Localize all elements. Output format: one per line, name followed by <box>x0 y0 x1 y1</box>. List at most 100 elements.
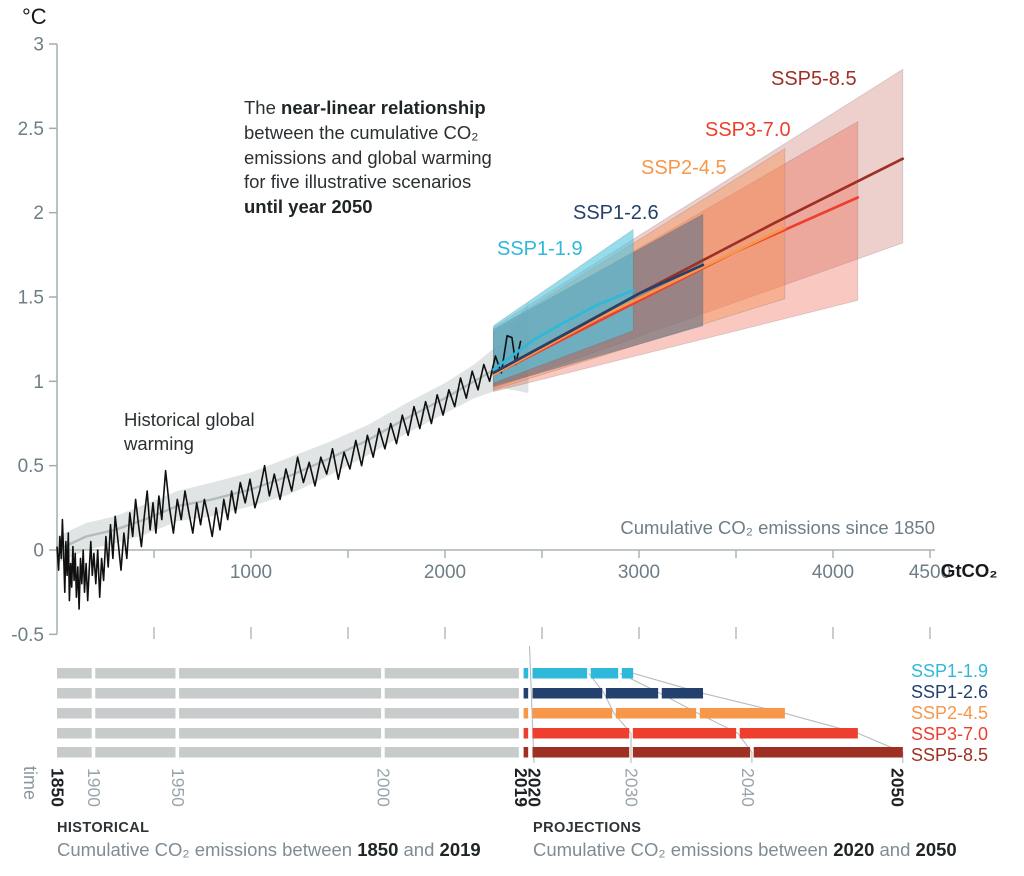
ssp1-1.9-median-line <box>492 288 635 371</box>
timeline-bar-historical <box>384 747 519 758</box>
caption-historical-year-start: 1850 <box>357 839 399 860</box>
timeline-bar-historical <box>95 688 176 699</box>
ssp5-8.5-timeline-bar <box>532 747 630 758</box>
x-axis-tick-label: 1000 <box>230 562 272 583</box>
timeline-bar-historical <box>95 708 176 719</box>
timeline-bar-sliver <box>523 747 529 758</box>
timeline-bar-sliver <box>523 708 529 719</box>
timeline-bar-historical <box>179 668 382 679</box>
historical-trend-line <box>56 346 530 552</box>
ssp2-4.5-median-line <box>492 226 787 376</box>
annotation-text-middle: between the cumulative CO₂ emissions and… <box>244 121 492 193</box>
timeline-year-label: 2000 <box>373 768 393 807</box>
ssp3-7.0-median-line <box>492 196 860 376</box>
x-axis-tick-label: 3000 <box>618 562 660 583</box>
ssp5-8.5-legend-label: SSP5-8.5 <box>911 745 989 765</box>
y-axis-tick-label: 0 <box>33 541 44 562</box>
y-axis-tick-label: 0.5 <box>18 456 44 477</box>
timeline-bar-historical <box>95 728 176 739</box>
x-axis-title: Cumulative CO₂ emissions since 1850 <box>620 517 935 538</box>
y-axis-tick-label: -0.5 <box>11 625 44 646</box>
y-axis-tick-label: 2 <box>33 203 44 224</box>
caption-historical-year-end: 2019 <box>439 839 481 860</box>
y-axis-tick-label: 2.5 <box>18 119 44 140</box>
timeline-year-label: 2050 <box>888 768 908 807</box>
ssp1-1.9-legend-label: SSP1-1.9 <box>911 661 989 681</box>
caption-projections-year-end: 2050 <box>915 839 957 860</box>
historical-warming-label: Historical global warming <box>124 409 255 455</box>
y-axis-tick-label: 1 <box>33 372 44 393</box>
caption-historical-connector: and <box>398 839 440 860</box>
annotation-bold-until-2050: until year 2050 <box>244 196 373 218</box>
caption-projections-connector: and <box>874 839 916 860</box>
ssp1-2.6-timeline-bar <box>532 688 603 699</box>
timeline-year-label: 1850 <box>48 768 68 807</box>
timeline-bar-historical <box>179 728 382 739</box>
timeline-bar-historical <box>57 668 92 679</box>
caption-projections-heading: PROJECTIONS <box>533 820 642 836</box>
x-axis-tick-label: 4000 <box>812 562 854 583</box>
timeline-year-label: 2040 <box>738 768 758 807</box>
y-axis-tick-label: 1.5 <box>18 287 44 308</box>
caption-historical-body: Cumulative CO₂ emissions between 1850 an… <box>57 839 481 861</box>
timeline-bar-historical <box>57 728 92 739</box>
ssp2-4.5-timeline-bar <box>532 708 613 719</box>
caption-projections: PROJECTIONS Cumulative CO₂ emissions bet… <box>533 820 957 861</box>
timeline-year-label: 1950 <box>168 768 188 807</box>
ssp1-2.6-timeline-bar <box>605 688 659 699</box>
caption-historical-prefix: Cumulative CO₂ emissions between <box>57 839 358 860</box>
timeline-bar-sliver <box>523 668 529 679</box>
ssp5-8.5-timeline-bar <box>753 747 903 758</box>
ssp1-1.9-timeline-bar <box>590 668 619 679</box>
annotation-bold-near-linear: near-linear relationship <box>281 97 486 118</box>
ssp1-2.6-legend-label: SSP1-2.6 <box>911 682 989 702</box>
timeline-year-label: 2020 <box>525 768 545 807</box>
timeline-bar-historical <box>57 688 92 699</box>
ssp1-1.9-timeline-bar <box>532 668 588 679</box>
ssp2-4.5-cone-label: SSP2-4.5 <box>641 157 727 179</box>
ssp1-2.6-median-line <box>492 263 705 375</box>
ssp1-2.6-timeline-bar <box>661 688 704 699</box>
y-axis-tick-label: 3 <box>33 34 44 55</box>
timeline-bar-historical <box>95 747 176 758</box>
x-axis-unit-label: GtCO₂ <box>941 560 998 581</box>
time-axis-label: time <box>20 766 40 800</box>
timeline-year-label: 2019 <box>511 768 531 807</box>
timeline-bar-sliver <box>523 688 529 699</box>
x-axis-tick-label: 2000 <box>424 562 466 583</box>
ssp3-7.0-timeline-bar <box>739 728 858 739</box>
ssp1-1.9-timeline-bar <box>621 668 634 679</box>
ssp2-4.5-timeline-bar <box>699 708 785 719</box>
leader-line-2020 <box>528 645 535 764</box>
ssp2-4.5-timeline-bar <box>615 708 697 719</box>
timeline-bar-historical <box>384 728 519 739</box>
ssp3-7.0-timeline-bar <box>532 728 630 739</box>
y-axis-unit-label: °C <box>22 4 47 29</box>
ssp2-4.5-legend-label: SSP2-4.5 <box>911 703 989 723</box>
timeline-bar-historical <box>179 747 382 758</box>
caption-projections-prefix: Cumulative CO₂ emissions between <box>533 839 834 860</box>
historical-uncertainty-band <box>57 302 529 564</box>
timeline-bar-historical <box>384 688 519 699</box>
timeline-bar-historical <box>384 708 519 719</box>
timeline-bar-historical <box>179 708 382 719</box>
timeline-bar-sliver <box>523 728 529 739</box>
caption-projections-year-start: 2020 <box>833 839 875 860</box>
ssp3-7.0-legend-label: SSP3-7.0 <box>911 724 989 744</box>
ssp5-8.5-timeline-bar <box>632 747 751 758</box>
timeline-year-label: 1900 <box>84 768 104 807</box>
timeline-year-label: 2030 <box>622 768 642 807</box>
ssp1-2.6-cone-label: SSP1-2.6 <box>573 202 659 224</box>
ssp5-8.5-cone-label: SSP5-8.5 <box>771 68 857 90</box>
annotation-text: The <box>244 97 282 118</box>
timeline-bar-historical <box>384 668 519 679</box>
ssp1-1.9-cone-label: SSP1-1.9 <box>497 238 583 260</box>
ssp3-7.0-cone-label: SSP3-7.0 <box>705 119 791 141</box>
x-axis-tick-label: 4500 <box>909 562 951 583</box>
timeline-bar-historical <box>179 688 382 699</box>
caption-historical: HISTORICAL Cumulative CO₂ emissions betw… <box>57 820 481 861</box>
caption-projections-body: Cumulative CO₂ emissions between 2020 an… <box>533 839 957 861</box>
chart-annotation: The near-linear relationship between the… <box>244 96 496 220</box>
historical-temperature-line <box>56 334 522 610</box>
